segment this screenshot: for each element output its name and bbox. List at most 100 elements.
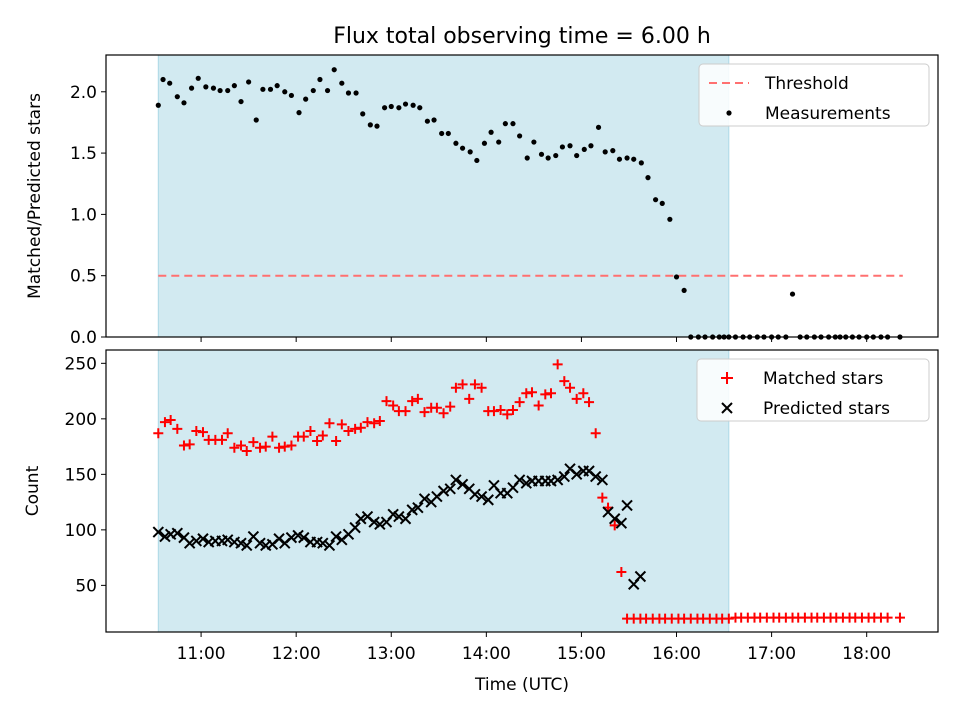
- y-tick-label: 1.0: [70, 205, 97, 225]
- legend-label: Threshold: [764, 74, 849, 94]
- y-tick-label: 50: [75, 576, 97, 596]
- data-point: [475, 490, 488, 503]
- data-point: [260, 86, 266, 92]
- data-point: [279, 441, 290, 452]
- data-point: [381, 396, 392, 407]
- data-point: [558, 470, 571, 483]
- legend-box: [698, 63, 930, 127]
- data-point: [521, 388, 532, 399]
- data-point: [210, 85, 217, 91]
- x-tick-label: 18:00: [842, 644, 891, 664]
- data-point: [531, 139, 537, 145]
- data-point: [399, 513, 412, 525]
- data-point: [589, 470, 602, 483]
- data-point: [402, 101, 409, 107]
- data-point: [369, 418, 380, 429]
- data-point: [195, 75, 201, 81]
- observing-span: [157, 54, 730, 338]
- data-point: [382, 105, 388, 111]
- figure-title: Flux total observing time = 6.00 h: [333, 24, 711, 49]
- data-point: [445, 401, 456, 412]
- data-point: [526, 387, 537, 398]
- series-measurements: [155, 67, 903, 340]
- data-point: [155, 102, 161, 108]
- data-point: [159, 417, 170, 428]
- data-point: [538, 151, 545, 157]
- x-tick-label: 13:00: [367, 644, 416, 664]
- data-point: [305, 426, 316, 437]
- data-point: [559, 144, 566, 150]
- ratio-panel: 0.0 0.5 1.0 1.5 2.0 Matched/Predicted stars Th…: [25, 54, 939, 348]
- series-matched-stars: [153, 359, 905, 624]
- data-point: [453, 140, 459, 146]
- data-point: [238, 98, 244, 105]
- x-tick-label: 11:00: [177, 644, 226, 664]
- x-axis-label: Time (UTC): [474, 675, 569, 695]
- data-point: [445, 130, 451, 137]
- legend-marker: [726, 110, 732, 116]
- data-point: [217, 87, 223, 94]
- data-point: [540, 389, 551, 400]
- data-point: [450, 474, 462, 486]
- data-point: [551, 474, 564, 486]
- data-point: [191, 426, 202, 437]
- legend-label: Predicted stars: [763, 399, 890, 419]
- data-point: [317, 430, 328, 441]
- data-point: [565, 382, 576, 393]
- data-point: [345, 90, 352, 96]
- data-point: [514, 397, 525, 408]
- legend: Matched stars Predicted stars: [696, 358, 930, 422]
- data-point: [222, 534, 234, 546]
- data-point: [652, 197, 659, 203]
- data-point: [331, 436, 342, 447]
- x-tick-label: 17:00: [747, 644, 796, 664]
- data-point: [298, 431, 309, 442]
- data-point: [456, 478, 469, 491]
- data-point: [241, 446, 252, 457]
- data-point: [167, 80, 173, 86]
- data-point: [424, 118, 430, 124]
- data-point: [274, 442, 285, 453]
- data-point: [502, 409, 513, 420]
- data-point: [616, 156, 623, 162]
- legend: Threshold Measurements: [698, 63, 930, 127]
- data-point: [165, 414, 176, 425]
- data-point: [474, 157, 480, 164]
- data-point: [184, 439, 195, 450]
- data-point: [789, 291, 796, 297]
- data-point: [324, 87, 331, 94]
- axes-frame: [105, 54, 939, 338]
- data-point: [172, 423, 183, 434]
- y-tick-label: 250: [65, 354, 97, 374]
- data-point: [634, 570, 647, 583]
- data-point: [667, 216, 673, 222]
- data-point: [645, 175, 651, 181]
- data-point: [723, 613, 734, 624]
- data-point: [412, 393, 423, 404]
- data-point: [438, 408, 449, 419]
- data-point: [171, 527, 184, 539]
- data-point: [431, 402, 442, 413]
- data-point: [225, 87, 231, 94]
- legend-box: [696, 358, 930, 422]
- data-point: [578, 388, 589, 399]
- data-point: [388, 103, 394, 110]
- data-point: [517, 133, 523, 139]
- data-point: [467, 149, 473, 155]
- data-point: [507, 404, 518, 415]
- data-point: [374, 416, 385, 427]
- data-point: [274, 83, 280, 89]
- data-point: [181, 100, 187, 106]
- data-point: [296, 110, 302, 116]
- data-point: [203, 84, 209, 90]
- data-point: [469, 379, 480, 390]
- data-point: [349, 521, 361, 534]
- data-point: [183, 537, 196, 549]
- x-tick-label: 15:00: [557, 644, 606, 664]
- data-point: [355, 513, 367, 525]
- data-point: [339, 80, 345, 86]
- data-point: [659, 200, 665, 206]
- data-point: [459, 145, 466, 151]
- data-point: [246, 79, 252, 85]
- data-point: [545, 155, 551, 161]
